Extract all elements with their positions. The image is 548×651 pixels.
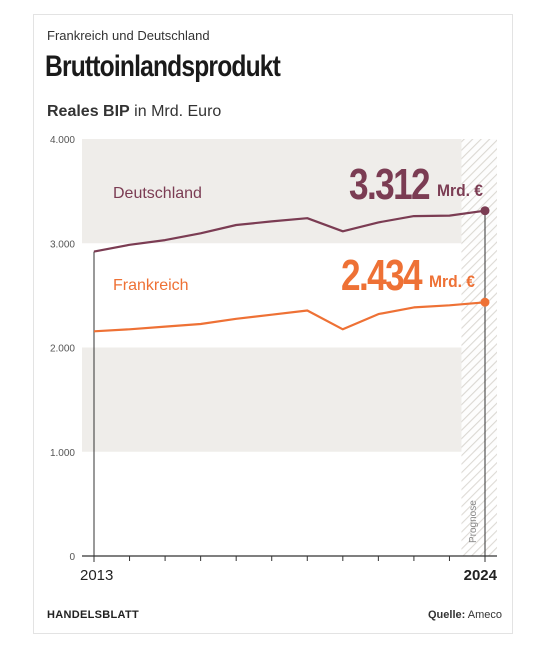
forecast-area xyxy=(461,139,497,556)
series-end-unit-1: Mrd. € xyxy=(429,272,476,291)
grid-band-1 xyxy=(82,347,497,452)
y-tick-label: 4.000 xyxy=(50,135,75,146)
series-line-1 xyxy=(93,301,486,333)
y-tick-label: 2.000 xyxy=(50,344,75,355)
y-tick-label: 3.000 xyxy=(50,239,75,250)
series-end-point-1 xyxy=(480,297,490,307)
x-tick-label-end: 2024 xyxy=(464,567,498,584)
source-value: Ameco xyxy=(467,609,502,621)
grid-band-0 xyxy=(82,139,497,244)
forecast-label: Prognose xyxy=(468,500,479,543)
series-end-unit-0: Mrd. € xyxy=(437,181,484,200)
x-tick-label-start: 2013 xyxy=(80,567,113,584)
chart-frame xyxy=(33,14,513,634)
source-note: Quelle: Ameco xyxy=(428,609,502,621)
series-end-value-0: 3.312 xyxy=(349,160,429,209)
chart-subtitle: Reales BIP in Mrd. Euro xyxy=(47,103,221,121)
series-end-point-0 xyxy=(480,206,490,216)
series-name-label-0: Deutschland xyxy=(113,185,202,202)
series-end-value-1: 2.434 xyxy=(341,251,423,300)
series-line-0 xyxy=(93,209,486,253)
subtitle-rest: in Mrd. Euro xyxy=(129,103,222,120)
chart-title: Bruttoinlandsprodukt xyxy=(45,50,281,83)
source-label: Quelle: xyxy=(428,609,466,621)
subtitle-bold: Reales BIP xyxy=(47,103,130,120)
y-tick-label: 0 xyxy=(69,552,75,563)
series-name-label-1: Frankreich xyxy=(113,277,189,294)
y-tick-label: 1.000 xyxy=(50,448,75,459)
kicker: Frankreich und Deutschland xyxy=(47,28,210,43)
publisher-label: HANDELSBLATT xyxy=(47,609,139,621)
